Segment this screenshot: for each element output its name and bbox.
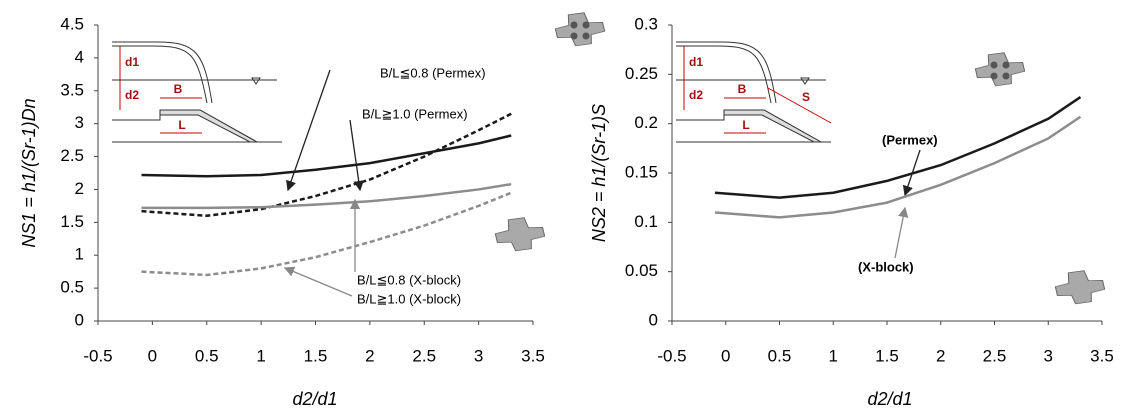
inset-label: d1 xyxy=(125,55,139,69)
x-tick-label: 1 xyxy=(256,346,265,365)
x-tick-label: 2.5 xyxy=(983,346,1007,365)
block-hole xyxy=(990,72,998,80)
dim-line xyxy=(767,87,832,124)
inset-label: B xyxy=(738,82,747,96)
inset-label: L xyxy=(178,118,185,132)
block-shape xyxy=(494,217,546,252)
block-shape xyxy=(1054,270,1106,305)
series-line xyxy=(714,95,1082,199)
block-hole xyxy=(570,21,578,29)
y-axis-label: NS2 = h1/(Sr-1)S xyxy=(589,104,609,242)
y-axis-label: NS1 = h1/(Sr-1)Dn xyxy=(19,98,39,247)
block-hole xyxy=(582,32,590,40)
y-tick-label: 4 xyxy=(75,47,84,66)
y-tick-label: 0 xyxy=(649,310,658,329)
water-symbol xyxy=(251,77,261,85)
series-label: B/L≦0.8 (Permex) xyxy=(380,65,486,80)
y-tick-label: 0.25 xyxy=(625,64,658,83)
series-label: B/L≧1.0 (Permex) xyxy=(362,106,468,121)
x-tick-label: 3.5 xyxy=(521,346,545,365)
x-tick-label: 3.5 xyxy=(1090,346,1114,365)
x-tick-label: 1.5 xyxy=(875,346,899,365)
y-tick-label: 1.5 xyxy=(60,212,84,231)
inset-label: d2 xyxy=(125,88,139,102)
x-tick-label: 0 xyxy=(721,346,730,365)
x-tick-label: -0.5 xyxy=(657,346,686,365)
armor-layer xyxy=(159,109,259,143)
series-label: B/L≦0.8 (X-block) xyxy=(357,272,461,287)
x-axis-label: d2/d1 xyxy=(867,389,912,409)
wave-profile xyxy=(676,45,772,104)
block-icon xyxy=(974,52,1026,87)
x-tick-label: 1 xyxy=(829,346,838,365)
inset-label: L xyxy=(742,118,749,132)
block-hole xyxy=(1002,72,1010,80)
x-tick-label: -0.5 xyxy=(83,346,112,365)
y-tick-label: 0.5 xyxy=(60,278,84,297)
label-arrow xyxy=(283,266,353,297)
y-tick-label: 3 xyxy=(75,113,84,132)
series-line xyxy=(141,182,512,210)
block-shape xyxy=(554,12,606,47)
inset-label: d2 xyxy=(689,88,703,102)
series-label: B/L≧1.0 (X-block) xyxy=(357,291,461,306)
label-arrow xyxy=(286,69,331,192)
x-axis-label: d2/d1 xyxy=(292,389,337,409)
label-arrow xyxy=(894,206,909,259)
y-tick-label: 2.5 xyxy=(60,146,84,165)
x-tick-label: 0.5 xyxy=(195,346,219,365)
x-tick-label: 3 xyxy=(1044,346,1053,365)
x-tick-label: 3 xyxy=(474,346,483,365)
wave-profile xyxy=(112,41,213,104)
wave-profile xyxy=(112,45,208,104)
block-hole xyxy=(582,21,590,29)
series-line xyxy=(141,191,512,277)
y-tick-label: 0.2 xyxy=(634,113,658,132)
y-tick-label: 4.5 xyxy=(60,14,84,33)
armor-layer xyxy=(723,109,823,143)
series-label: (X-block) xyxy=(858,259,914,274)
block-icon xyxy=(1054,270,1106,305)
x-tick-label: 1.5 xyxy=(304,346,328,365)
inset-label: d1 xyxy=(689,55,703,69)
block-icon xyxy=(554,12,606,47)
block-icon xyxy=(494,217,546,252)
y-tick-label: 1 xyxy=(75,245,84,264)
label-arrow xyxy=(349,119,364,192)
series-label: (Permex) xyxy=(882,132,938,147)
x-tick-label: 0 xyxy=(148,346,157,365)
block-hole xyxy=(1002,61,1010,69)
inset-diagram: d1 d2 B L S xyxy=(676,41,832,143)
label-arrow xyxy=(902,149,921,197)
series-line xyxy=(141,112,512,218)
series-line xyxy=(141,134,512,178)
y-tick-label: 3.5 xyxy=(60,80,84,99)
y-tick-label: 2 xyxy=(75,179,84,198)
x-tick-label: 2.5 xyxy=(412,346,436,365)
inset-label: S xyxy=(802,90,810,104)
y-tick-label: 0.1 xyxy=(634,212,658,231)
block-hole xyxy=(570,32,578,40)
block-shape xyxy=(974,52,1026,87)
x-tick-label: 0.5 xyxy=(768,346,792,365)
block-hole xyxy=(990,61,998,69)
y-tick-label: 0.3 xyxy=(634,14,658,33)
water-symbol xyxy=(800,77,810,85)
y-tick-label: 0.15 xyxy=(625,162,658,181)
wave-profile xyxy=(676,41,777,104)
x-tick-label: 2 xyxy=(365,346,374,365)
inset-label: B xyxy=(174,82,183,96)
y-tick-label: 0.05 xyxy=(625,261,658,280)
series-line xyxy=(714,115,1082,219)
x-tick-label: 2 xyxy=(936,346,945,365)
y-tick-label: 0 xyxy=(75,310,84,329)
inset-diagram: d1 d2 B L xyxy=(112,41,282,143)
